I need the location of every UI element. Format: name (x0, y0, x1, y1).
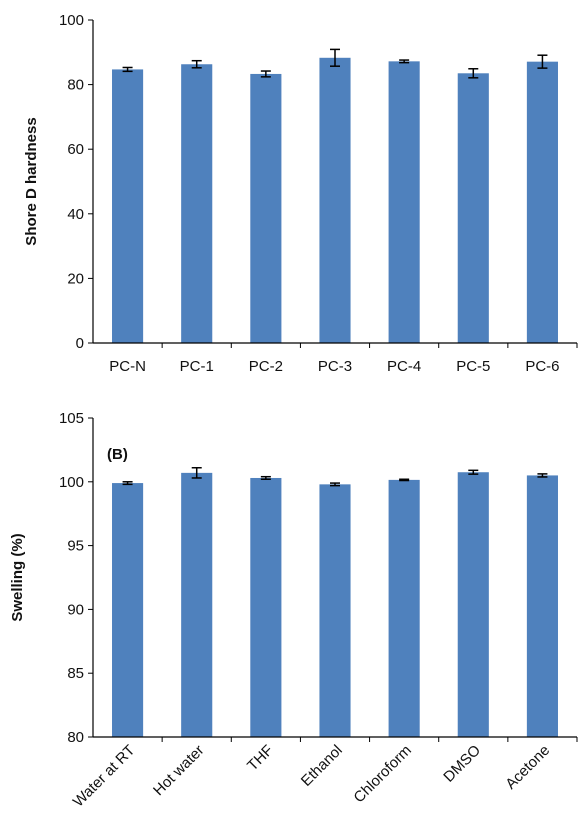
x-tick-label: Acetone (502, 742, 553, 793)
y-tick-label: 0 (76, 335, 84, 352)
chart-panel-b: Swelling (%) (B) 80 85 90 95 100 105 Water at… (9, 410, 578, 811)
bar (388, 61, 420, 344)
bar (457, 73, 489, 344)
y-tick-label: 90 (67, 601, 84, 618)
y-tick-label: 100 (59, 474, 84, 491)
bars-b (112, 472, 558, 737)
bar (181, 472, 213, 737)
bar (457, 472, 489, 737)
y-axis-title-a: Shore D hardness (23, 117, 40, 245)
bar (319, 484, 351, 737)
y-tick-label: 105 (59, 410, 84, 427)
error-bars-b (122, 467, 548, 487)
y-ticks-b: 80 85 90 95 100 105 (59, 410, 93, 746)
y-tick-label: 95 (67, 538, 84, 555)
x-tick-label: PC-3 (318, 358, 352, 375)
bar (112, 483, 144, 737)
x-tick-labels-a: PC-N PC-1 PC-2 PC-3 PC-4 PC-5 PC-6 (109, 343, 578, 375)
y-tick-label: 40 (67, 206, 84, 223)
bar (250, 477, 282, 737)
bar (388, 479, 420, 737)
y-tick-label: 100 (59, 12, 84, 29)
bar (526, 61, 558, 344)
bar (112, 69, 144, 343)
x-tick-label: PC-5 (456, 358, 490, 375)
y-tick-label: 80 (67, 77, 84, 94)
x-tick-label: Ethanol (298, 742, 346, 790)
x-tick-label: Water at RT (70, 742, 139, 811)
bar (526, 475, 558, 737)
bar (181, 64, 213, 343)
y-axis-title-b: Swelling (%) (9, 533, 26, 621)
y-tick-label: 20 (67, 270, 84, 287)
x-tick-label: PC-2 (249, 358, 283, 375)
y-ticks-a: 0 20 40 60 80 100 (59, 12, 93, 352)
x-tick-label: Chloroform (350, 742, 414, 806)
x-tick-label: PC-4 (387, 358, 421, 375)
bars-a (112, 57, 558, 344)
x-tick-label: PC-N (109, 358, 146, 375)
x-tick-label: PC-6 (525, 358, 559, 375)
x-tick-label: THF (244, 742, 277, 775)
x-tick-label: DMSO (440, 742, 484, 786)
bar (319, 57, 351, 343)
panel-label-b: (B) (107, 446, 128, 463)
bar (250, 73, 282, 343)
y-tick-label: 80 (67, 729, 84, 746)
x-tick-label: PC-1 (180, 358, 214, 375)
x-tick-label: Hot water (150, 742, 207, 799)
x-tick-labels-b: Water at RT Hot water THF Ethanol Chloroform… (70, 737, 578, 811)
error-bars-a (122, 48, 548, 79)
y-tick-label: 60 (67, 141, 84, 158)
y-tick-label: 85 (67, 665, 84, 682)
